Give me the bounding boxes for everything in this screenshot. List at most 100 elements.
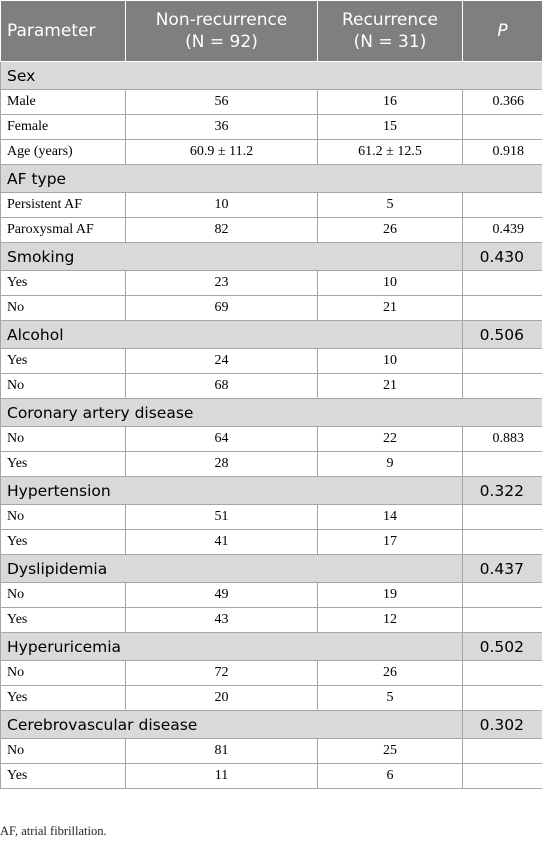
data-row: No 49 19 (0, 582, 542, 608)
count-cell: 56 (125, 89, 318, 115)
data-row: Yes 20 5 (0, 685, 542, 711)
empty-cell (462, 582, 542, 608)
data-row: Yes 11 6 (0, 763, 542, 789)
row-label: Paroxysmal AF (0, 217, 126, 243)
header-text: Recurrence (342, 10, 438, 30)
footnote: AF, atrial fibrillation. (0, 824, 107, 838)
row-label: No (0, 582, 126, 608)
header-text: (N = 31) (353, 32, 427, 52)
count-cell: 19 (317, 582, 463, 608)
p-value: 0.430 (462, 242, 542, 271)
row-label: Age (years) (0, 139, 126, 165)
section-label: Sex (0, 61, 542, 90)
count-cell: 68 (125, 373, 318, 399)
section-label: Smoking (0, 242, 463, 271)
p-value: 0.506 (462, 320, 542, 349)
p-value: 0.502 (462, 632, 542, 661)
empty-cell (462, 529, 542, 555)
header-text: (N = 92) (185, 32, 258, 52)
p-value: 0.883 (462, 426, 542, 452)
data-row: Yes 24 10 (0, 348, 542, 374)
count-cell: 51 (125, 504, 318, 530)
p-value: 0.437 (462, 554, 542, 583)
p-value: 0.302 (462, 710, 542, 739)
section-row: Hypertension 0.322 (0, 476, 542, 505)
count-cell: 5 (317, 685, 463, 711)
row-label: Yes (0, 607, 126, 633)
count-cell: 12 (317, 607, 463, 633)
count-cell: 21 (317, 295, 463, 321)
empty-cell (462, 738, 542, 764)
section-row: AF type (0, 164, 542, 193)
count-cell: 11 (125, 763, 318, 789)
count-cell: 64 (125, 426, 318, 452)
data-row: Yes 23 10 (0, 270, 542, 296)
count-cell: 61.2 ± 12.5 (317, 139, 463, 165)
section-row: Hyperuricemia 0.502 (0, 632, 542, 661)
data-row: Yes 41 17 (0, 529, 542, 555)
count-cell: 49 (125, 582, 318, 608)
row-label: No (0, 373, 126, 399)
p-value: 0.366 (462, 89, 542, 115)
header-cell: Non-recurrence (N = 92) (125, 0, 318, 62)
row-label: No (0, 660, 126, 686)
count-cell: 23 (125, 270, 318, 296)
empty-cell (462, 504, 542, 530)
row-label: Female (0, 114, 126, 140)
section-row: Coronary artery disease (0, 398, 542, 427)
header-cell: Recurrence (N = 31) (317, 0, 463, 62)
row-label: Yes (0, 763, 126, 789)
empty-cell (462, 607, 542, 633)
count-cell: 15 (317, 114, 463, 140)
row-label: No (0, 295, 126, 321)
data-row: Yes 28 9 (0, 451, 542, 477)
count-cell: 10 (317, 348, 463, 374)
empty-cell (462, 685, 542, 711)
row-label: No (0, 504, 126, 530)
section-label: AF type (0, 164, 542, 193)
p-value: 0.918 (462, 139, 542, 165)
header-cell: P (462, 0, 542, 62)
count-cell: 69 (125, 295, 318, 321)
data-row: Persistent AF 10 5 (0, 192, 542, 218)
header-cell: Parameter (0, 0, 126, 62)
row-label: Yes (0, 348, 126, 374)
count-cell: 21 (317, 373, 463, 399)
count-cell: 60.9 ± 11.2 (125, 139, 318, 165)
count-cell: 22 (317, 426, 463, 452)
count-cell: 20 (125, 685, 318, 711)
empty-cell (462, 451, 542, 477)
count-cell: 26 (317, 660, 463, 686)
count-cell: 43 (125, 607, 318, 633)
section-row: Sex (0, 61, 542, 90)
section-row: Dyslipidemia 0.437 (0, 554, 542, 583)
count-cell: 10 (125, 192, 318, 218)
count-cell: 72 (125, 660, 318, 686)
data-row: Male 56 16 0.366 (0, 89, 542, 115)
section-label: Cerebrovascular disease (0, 710, 463, 739)
row-label: Yes (0, 529, 126, 555)
section-row: Cerebrovascular disease 0.302 (0, 710, 542, 739)
count-cell: 14 (317, 504, 463, 530)
header-row: Parameter Non-recurrence (N = 92) Recurrenc… (0, 0, 542, 62)
empty-cell (462, 270, 542, 296)
p-value: 0.322 (462, 476, 542, 505)
section-label: Hyperuricemia (0, 632, 463, 661)
empty-cell (462, 763, 542, 789)
count-cell: 17 (317, 529, 463, 555)
data-row: Yes 43 12 (0, 607, 542, 633)
count-cell: 16 (317, 89, 463, 115)
data-row: No 51 14 (0, 504, 542, 530)
count-cell: 81 (125, 738, 318, 764)
count-cell: 36 (125, 114, 318, 140)
count-cell: 5 (317, 192, 463, 218)
header-text: Non-recurrence (155, 10, 288, 30)
row-label: No (0, 738, 126, 764)
count-cell: 9 (317, 451, 463, 477)
count-cell: 82 (125, 217, 318, 243)
row-label: Yes (0, 685, 126, 711)
section-label: Dyslipidemia (0, 554, 463, 583)
count-cell: 6 (317, 763, 463, 789)
count-cell: 28 (125, 451, 318, 477)
